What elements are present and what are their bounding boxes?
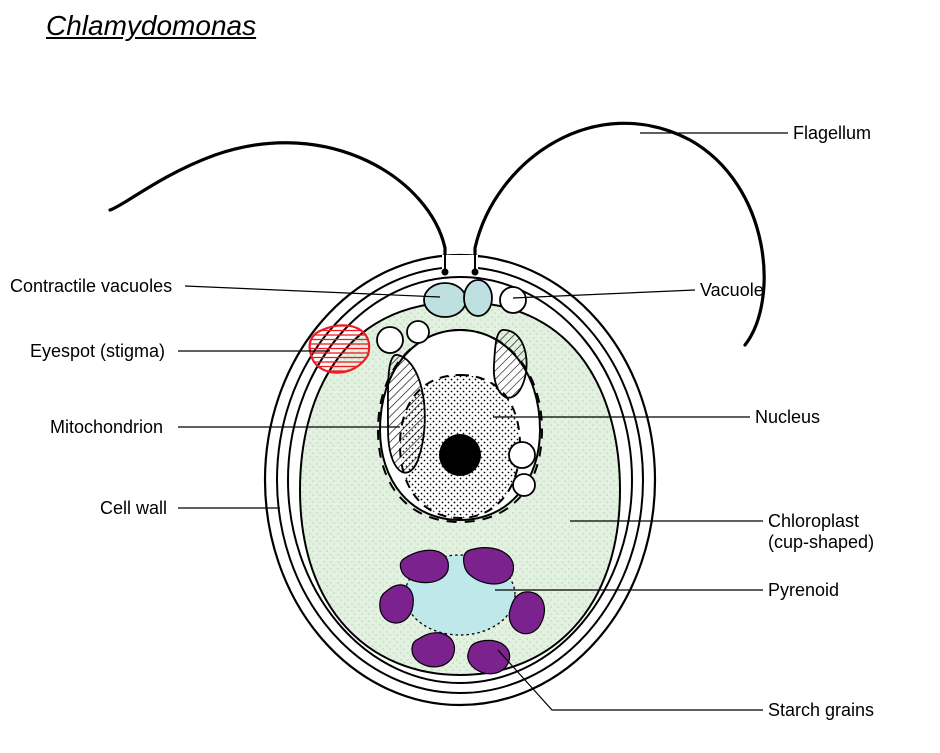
starch-grain-4: [509, 592, 544, 634]
contractile-vacuole-1: [424, 283, 466, 317]
vacuole-1: [500, 287, 526, 313]
label-flagellum: Flagellum: [793, 123, 871, 144]
vacuole-3: [407, 321, 429, 343]
label-starch: Starch grains: [768, 700, 874, 721]
nucleolus: [439, 434, 481, 476]
label-cellwall: Cell wall: [100, 498, 167, 519]
eyespot: [310, 325, 370, 372]
label-nucleus: Nucleus: [755, 407, 820, 428]
vacuole-2: [377, 327, 403, 353]
vacuole-4: [509, 442, 535, 468]
flagellum-left: [110, 143, 445, 260]
label-chloroplast: Chloroplast (cup-shaped): [768, 511, 874, 553]
mitochondrion-2: [494, 330, 527, 398]
label-chloroplast-line2: (cup-shaped): [768, 532, 874, 552]
diagram-svg: [0, 0, 940, 753]
label-mitochondrion: Mitochondrion: [50, 417, 163, 438]
label-vacuole: Vacuole: [700, 280, 764, 301]
vacuole-5: [513, 474, 535, 496]
label-eyespot: Eyespot (stigma): [30, 341, 165, 362]
contractile-vacuole-2: [464, 280, 492, 316]
label-pyrenoid: Pyrenoid: [768, 580, 839, 601]
label-chloroplast-line1: Chloroplast: [768, 511, 859, 531]
label-contractile: Contractile vacuoles: [10, 276, 172, 297]
